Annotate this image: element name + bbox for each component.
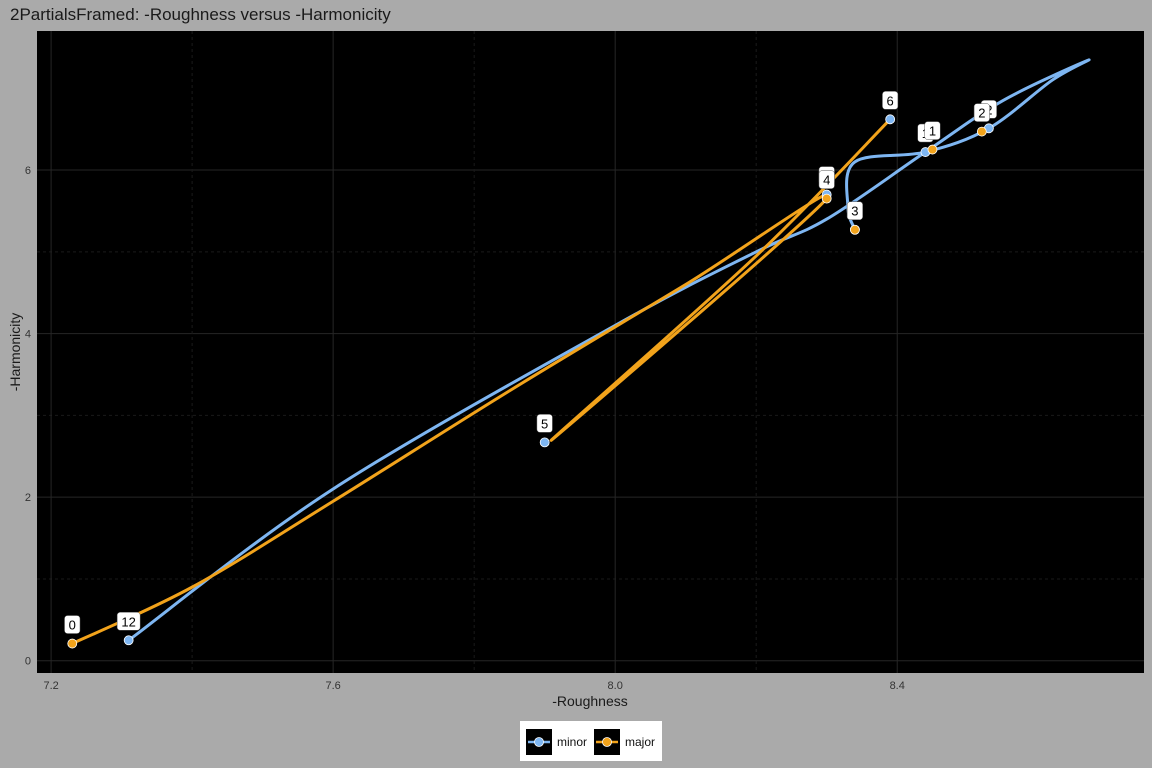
point-label-box [818, 170, 835, 189]
x-tick-label: 7.6 [325, 680, 340, 692]
series-line-major [70, 117, 892, 646]
y-axis: 0 2 4 6 [25, 165, 31, 668]
point-major-0 [67, 638, 78, 649]
point-labels: 1254361204312 [64, 91, 997, 634]
point-label: 6 [887, 93, 894, 108]
point-label-box [116, 612, 141, 631]
point-label: 12 [121, 614, 135, 629]
legend-item-minor: minor [526, 729, 587, 755]
x-axis: 7.2 7.6 8.0 8.4 [43, 680, 904, 692]
legend-item-major: major [594, 729, 655, 755]
chart-title: 2PartialsFramed: -Roughness versus -Harm… [10, 5, 391, 24]
point-minor-5 [539, 437, 550, 448]
x-tick-label: 8.4 [890, 680, 905, 692]
y-tick-label: 6 [25, 165, 31, 177]
x-tick-label: 7.2 [43, 680, 58, 692]
y-tick-label: 4 [25, 329, 31, 341]
point-minor-6 [885, 114, 896, 125]
point-label-box [64, 615, 81, 634]
point-label-box [846, 201, 863, 220]
y-tick-label: 2 [25, 492, 31, 504]
grid [37, 31, 1144, 673]
point-label-box [536, 414, 553, 433]
y-tick-label: 0 [25, 656, 31, 668]
plot-panel [37, 31, 1144, 673]
x-axis-title: -Roughness [552, 693, 628, 709]
point-label: 3 [851, 204, 858, 219]
legend-marker-major [602, 737, 612, 747]
point-label: 2 [978, 106, 985, 121]
legend-label-minor: minor [557, 735, 587, 749]
point-label-box [973, 103, 990, 122]
y-axis-title: -Harmonicity [7, 313, 23, 392]
point-label-box [924, 121, 941, 140]
point-minor-12 [123, 635, 134, 646]
legend-marker-minor [534, 737, 544, 747]
legend-label-major: major [625, 735, 655, 749]
series-paths [70, 58, 1091, 646]
point-label: 4 [823, 173, 830, 188]
series-line-minor [127, 58, 1091, 642]
point-major-2 [976, 126, 987, 137]
x-tick-label: 8.0 [608, 680, 623, 692]
legend: minor major [520, 721, 662, 761]
point-major-3 [850, 224, 860, 235]
point-major-4 [821, 193, 832, 204]
point-major-1 [927, 144, 938, 155]
point-label-box [882, 91, 899, 110]
series-points [67, 114, 994, 649]
point-label: 1 [929, 124, 936, 139]
point-label: 5 [541, 416, 548, 431]
point-label: 0 [69, 618, 76, 633]
